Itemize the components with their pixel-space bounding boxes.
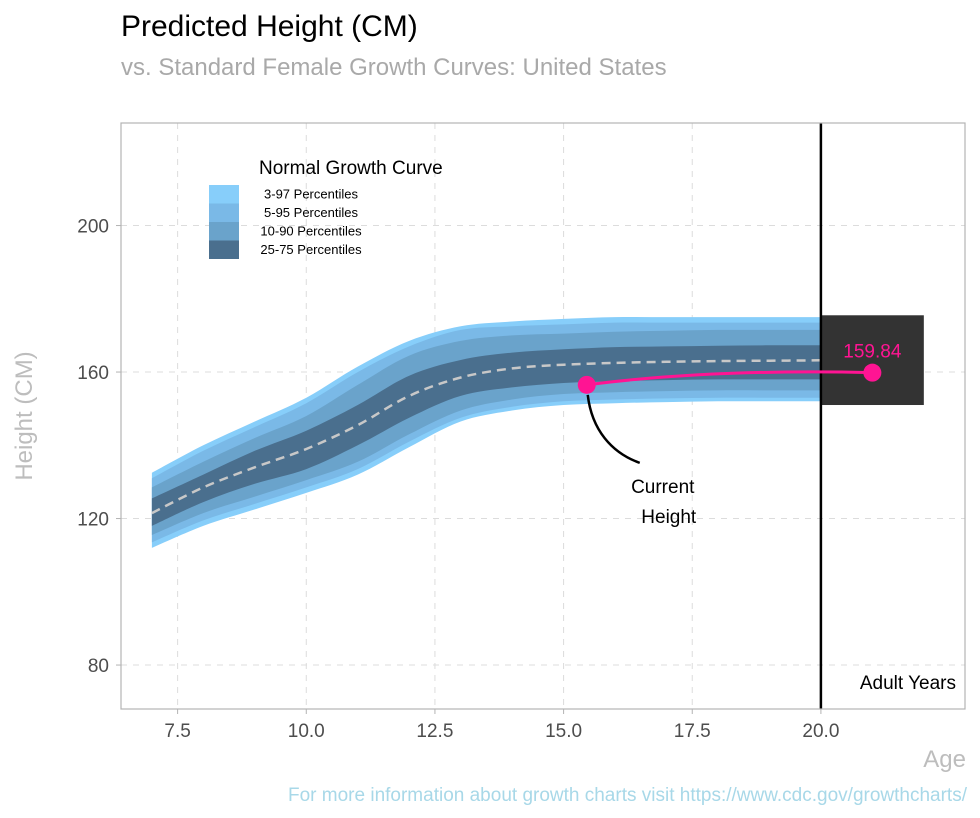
chart-title: Predicted Height (CM) xyxy=(121,10,418,43)
y-tick-label: 120 xyxy=(77,510,109,531)
legend-label-1: 3-97 Percentiles xyxy=(264,187,358,202)
predicted-height-label: 159.84 xyxy=(843,342,902,363)
x-axis-ticks: 7.5 10.0 12.5 15.0 17.5 20.0 xyxy=(164,709,839,742)
legend: Normal Growth Curve 3-97 Percentiles 5-95… xyxy=(209,158,443,259)
x-tick-label: 20.0 xyxy=(802,721,839,742)
x-tick-label: 7.5 xyxy=(164,721,190,742)
x-tick-label: 15.0 xyxy=(545,721,582,742)
predicted-height-point xyxy=(863,363,882,382)
adult-years-label: Adult Years xyxy=(860,673,956,694)
adult-prediction-box xyxy=(820,315,924,406)
panel-border xyxy=(120,122,966,710)
legend-label-3: 10-90 Percentiles xyxy=(260,224,362,239)
median-line xyxy=(151,359,821,515)
legend-swatch-2 xyxy=(209,203,239,222)
current-height-annotation-line2: Height xyxy=(641,507,697,528)
current-height-point xyxy=(577,375,596,394)
legend-title: Normal Growth Curve xyxy=(259,158,443,179)
chart-subtitle: vs. Standard Female Growth Curves: Unite… xyxy=(121,54,667,81)
prediction-curve xyxy=(586,370,873,387)
current-height-annotation-line1: Current xyxy=(631,477,695,498)
y-axis-title: Height (CM) xyxy=(11,351,38,480)
legend-swatch-4 xyxy=(209,240,239,259)
legend-swatch-3 xyxy=(209,222,239,241)
percentile-band-3 xyxy=(151,329,821,535)
legend-label-4: 25-75 Percentiles xyxy=(260,242,362,257)
y-tick-label: 200 xyxy=(77,217,109,238)
legend-label-2: 5-95 Percentiles xyxy=(264,205,358,220)
percentile-band-4 xyxy=(151,345,821,526)
y-tick-label: 80 xyxy=(88,656,109,677)
x-tick-label: 17.5 xyxy=(674,721,711,742)
y-axis-ticks: 80 120 160 200 xyxy=(77,217,121,677)
legend-swatch-1 xyxy=(209,185,239,204)
x-tick-label: 10.0 xyxy=(288,721,325,742)
y-tick-label: 160 xyxy=(77,363,109,384)
current-height-pointer xyxy=(586,394,641,465)
plot-panel xyxy=(121,123,965,709)
x-tick-label: 12.5 xyxy=(416,721,453,742)
x-axis-title: Age xyxy=(923,746,966,773)
chart-caption: For more information about growth charts… xyxy=(288,785,968,806)
